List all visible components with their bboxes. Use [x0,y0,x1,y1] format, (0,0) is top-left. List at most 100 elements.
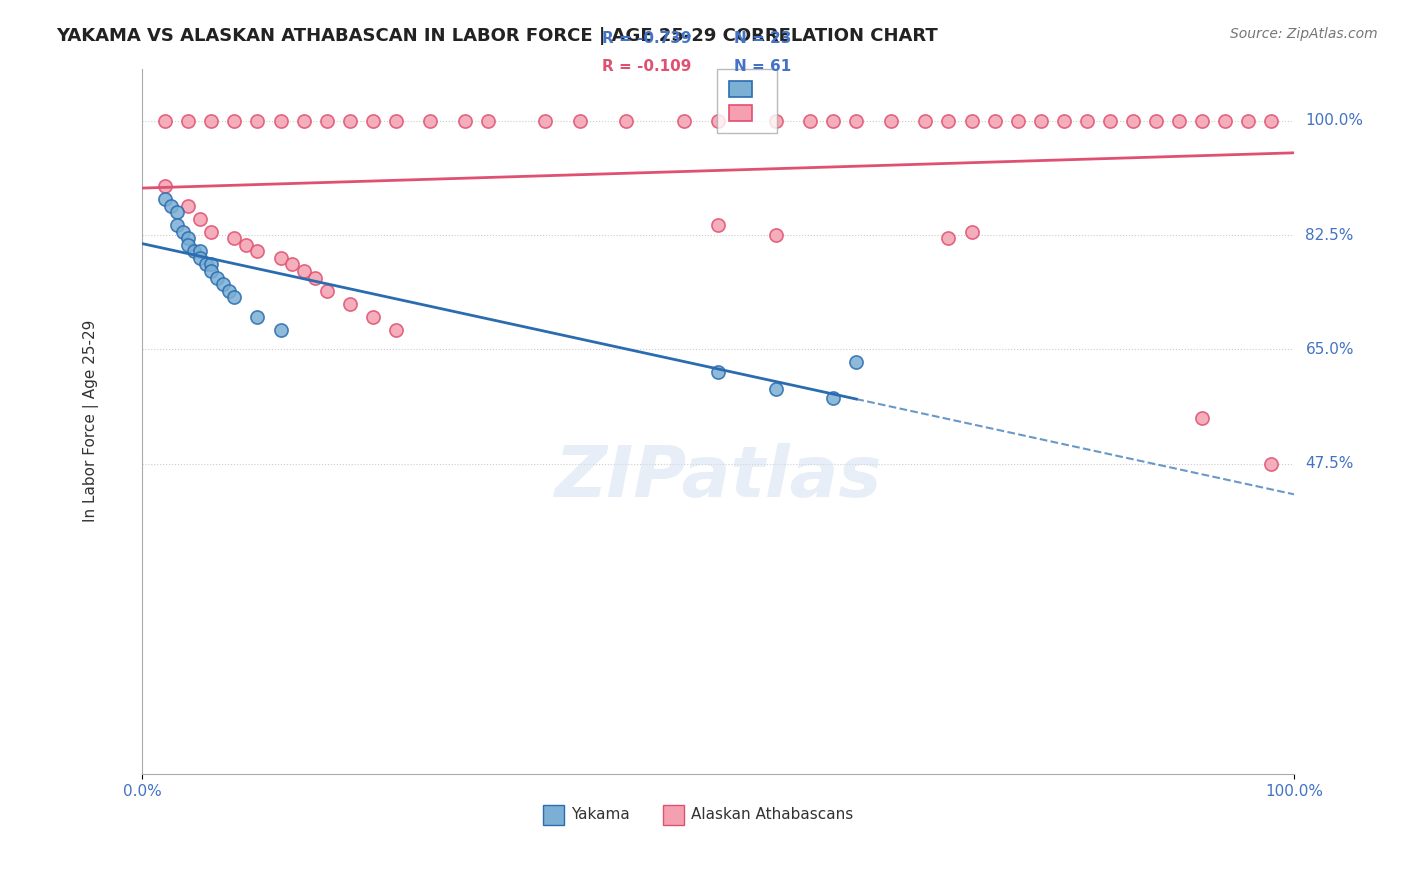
Point [880,113,903,128]
Point [1007,113,1029,128]
Point [707,365,730,379]
Point [194,258,217,272]
Point [224,113,246,128]
Point [707,113,730,128]
Point [845,113,868,128]
Text: 47.5%: 47.5% [1306,456,1354,471]
Point [177,113,200,128]
Point [224,231,246,245]
Text: R = -0.109: R = -0.109 [602,60,692,74]
Point [361,113,384,128]
Point [614,113,637,128]
Point [172,225,194,239]
Point [155,113,177,128]
Point [672,113,695,128]
Point [1144,113,1167,128]
Point [983,113,1005,128]
Point [1029,113,1052,128]
Point [212,277,235,291]
Point [315,113,337,128]
Point [384,113,406,128]
Text: N = 61: N = 61 [734,60,792,74]
Text: In Labor Force | Age 25-29: In Labor Force | Age 25-29 [83,320,98,523]
Text: YAKAMA VS ALASKAN ATHABASCAN IN LABOR FORCE | AGE 25-29 CORRELATION CHART: YAKAMA VS ALASKAN ATHABASCAN IN LABOR FO… [56,27,938,45]
Point [1076,113,1098,128]
Point [960,225,983,239]
Point [938,113,960,128]
Point [1122,113,1144,128]
Point [270,113,292,128]
Point [765,382,787,396]
FancyBboxPatch shape [662,805,683,825]
Point [177,199,200,213]
Point [384,323,406,337]
Point [246,244,269,259]
Point [765,113,787,128]
Point [765,228,787,243]
Text: ZIPatlas: ZIPatlas [554,443,882,512]
Text: 100.0%: 100.0% [1306,113,1364,128]
Point [454,113,477,128]
Point [177,231,200,245]
Point [200,258,222,272]
Point [914,113,936,128]
Point [155,179,177,194]
Point [339,113,361,128]
Point [218,284,240,298]
Point [361,310,384,324]
Point [224,290,246,304]
Point [292,113,315,128]
Text: Alaskan Athabascans: Alaskan Athabascans [690,807,853,822]
Point [270,251,292,265]
Point [799,113,821,128]
Point [160,199,183,213]
Point [246,310,269,324]
Point [1237,113,1260,128]
Text: 82.5%: 82.5% [1306,227,1354,243]
Text: N = 23: N = 23 [734,31,792,45]
Point [166,205,188,219]
Legend: , : , [717,69,776,133]
Point [938,231,960,245]
Point [315,284,337,298]
FancyBboxPatch shape [543,805,564,825]
Point [1098,113,1121,128]
Point [246,113,269,128]
Point [205,270,228,285]
Point [281,258,304,272]
Point [1191,113,1213,128]
Point [707,219,730,233]
Point [292,264,315,278]
Point [235,238,257,252]
Point [188,211,211,226]
Point [1167,113,1189,128]
Point [200,264,222,278]
Point [270,323,292,337]
Point [183,244,205,259]
Point [304,270,326,285]
Point [845,355,868,369]
Text: Source: ZipAtlas.com: Source: ZipAtlas.com [1230,27,1378,41]
Point [166,219,188,233]
Point [568,113,591,128]
Point [188,244,211,259]
Point [1213,113,1236,128]
Text: 65.0%: 65.0% [1306,342,1354,357]
Point [1260,113,1282,128]
Point [1191,411,1213,425]
Text: R = -0.739: R = -0.739 [602,31,692,45]
Point [177,238,200,252]
Point [419,113,441,128]
Point [477,113,499,128]
Point [534,113,557,128]
Point [200,225,222,239]
Point [200,113,222,128]
Point [188,251,211,265]
Point [339,296,361,310]
Point [1260,457,1282,471]
Point [823,113,845,128]
Point [155,192,177,206]
Point [960,113,983,128]
Point [823,392,845,406]
Point [1053,113,1076,128]
